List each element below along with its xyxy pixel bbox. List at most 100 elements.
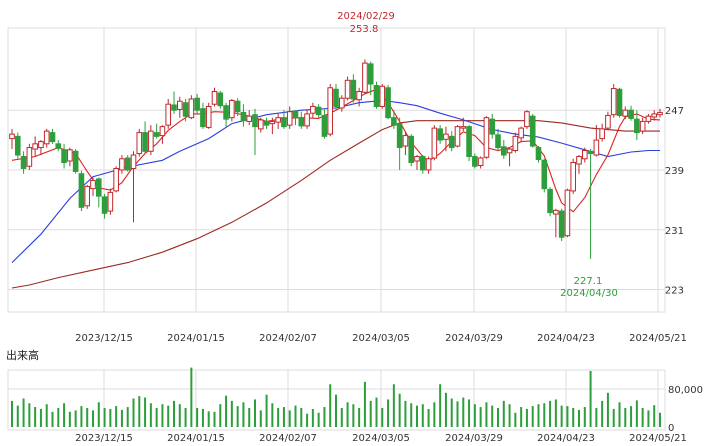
candle-body xyxy=(194,97,200,111)
candle xyxy=(639,117,646,135)
candle-body xyxy=(188,98,195,119)
volume-bar xyxy=(74,410,77,427)
x-tick-label: 2024/05/21 xyxy=(629,333,687,344)
volume-bar xyxy=(80,406,83,427)
volume-x-tick-label: 2024/03/29 xyxy=(445,433,503,444)
candle xyxy=(72,149,79,174)
candle xyxy=(124,155,131,172)
candle xyxy=(281,110,287,129)
candle xyxy=(529,113,536,148)
candle-body xyxy=(286,111,293,126)
volume-bar xyxy=(259,410,262,427)
candle xyxy=(570,158,577,194)
candle xyxy=(581,147,588,163)
volume-bar xyxy=(583,407,586,427)
volume-bar xyxy=(606,392,609,427)
candle xyxy=(176,96,183,118)
volume-bar xyxy=(103,408,106,427)
candle-body xyxy=(269,120,276,125)
candle xyxy=(298,111,305,129)
candle-body xyxy=(315,106,322,116)
candle xyxy=(200,102,206,129)
volume-bar xyxy=(207,411,210,427)
candle-body xyxy=(281,117,287,128)
volume-x-tick-label: 2024/01/15 xyxy=(167,433,225,444)
volume-bar xyxy=(335,394,337,427)
candle xyxy=(564,188,571,238)
candle xyxy=(610,84,617,118)
candle xyxy=(448,131,455,152)
candle-body xyxy=(564,189,571,237)
candle xyxy=(373,81,380,109)
volume-bar xyxy=(201,408,204,427)
volume-bar xyxy=(450,398,453,427)
candle xyxy=(483,116,490,159)
candle xyxy=(472,153,478,169)
candle xyxy=(90,177,96,197)
low-value-label: 227.1 xyxy=(574,276,603,287)
candle-body xyxy=(171,104,177,111)
candle xyxy=(205,102,212,129)
volume-bar xyxy=(230,400,233,427)
volume-bar xyxy=(369,400,372,427)
candle-body xyxy=(628,109,634,119)
candle xyxy=(292,110,299,126)
volume-bar xyxy=(51,411,54,427)
volume-bar xyxy=(138,396,141,427)
volume-bar xyxy=(444,392,447,427)
candle xyxy=(9,128,15,150)
candle-body xyxy=(645,115,652,122)
volume-bar xyxy=(92,410,94,427)
candle xyxy=(78,170,85,212)
candle-body xyxy=(593,139,600,156)
volume-bar xyxy=(578,409,580,427)
candle-body xyxy=(576,156,582,165)
candle xyxy=(159,125,166,144)
volume-bar xyxy=(525,408,528,427)
volume-bar xyxy=(427,408,430,427)
candle-body xyxy=(518,127,524,139)
ma-long-line xyxy=(11,120,660,289)
volume-bar xyxy=(190,367,193,427)
candle xyxy=(558,208,565,241)
candle xyxy=(20,151,27,174)
candle-body xyxy=(350,79,357,100)
candle xyxy=(275,113,281,129)
candle xyxy=(553,208,559,238)
candle xyxy=(333,84,339,111)
candle-body xyxy=(512,135,519,152)
x-tick-label: 2024/02/07 xyxy=(259,333,317,344)
candle xyxy=(593,125,600,157)
volume-bar xyxy=(248,408,251,427)
candle-body xyxy=(367,63,374,85)
candle-body xyxy=(587,150,594,155)
candle xyxy=(350,74,357,103)
candle-body xyxy=(211,91,218,105)
candle xyxy=(425,156,432,174)
volume-bar xyxy=(28,403,31,427)
volume-bar xyxy=(456,401,459,427)
candle-body xyxy=(49,132,56,143)
candle xyxy=(477,156,484,169)
candle-body xyxy=(205,105,212,128)
volume-bar xyxy=(271,403,274,427)
candle-body xyxy=(535,147,542,161)
candle-body xyxy=(558,210,565,238)
volume-bar xyxy=(410,403,413,427)
volume-bar xyxy=(433,402,436,427)
volume-x-tick-label: 2024/03/05 xyxy=(352,433,410,444)
candle xyxy=(84,184,91,209)
volume-bar xyxy=(537,404,540,427)
volume-x-tick-label: 2024/05/21 xyxy=(629,433,687,444)
candle-body xyxy=(78,173,85,208)
x-tick-label: 2024/01/15 xyxy=(167,333,225,344)
volume-bar xyxy=(589,370,592,427)
candle-body xyxy=(616,88,623,116)
candle xyxy=(431,125,438,161)
candle xyxy=(269,117,276,135)
candle-body xyxy=(90,179,96,190)
volume-bar xyxy=(161,404,164,427)
volume-bar xyxy=(624,408,627,427)
volume-bar xyxy=(497,408,499,427)
volume-bar xyxy=(225,395,228,427)
